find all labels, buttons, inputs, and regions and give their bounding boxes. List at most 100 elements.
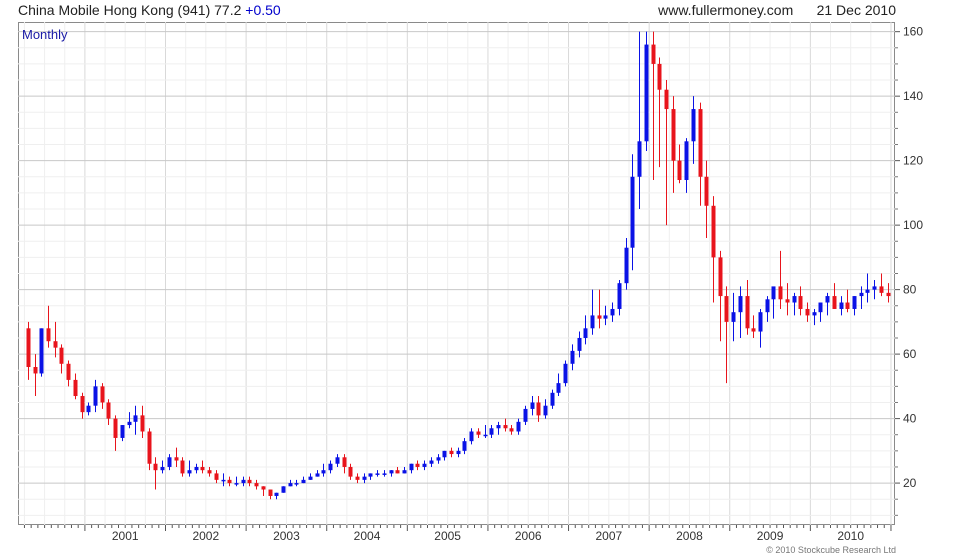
candle-body: [113, 418, 118, 438]
candle: [321, 463, 326, 477]
candle: [852, 296, 857, 316]
candle-body: [100, 386, 105, 403]
candle: [771, 286, 776, 319]
candle-body: [308, 476, 313, 480]
candle-body: [93, 386, 98, 406]
candle-body: [630, 176, 635, 248]
candle: [704, 160, 709, 239]
candle-body: [449, 450, 454, 455]
candle: [758, 308, 763, 348]
candle-body: [718, 257, 723, 297]
candle-body: [818, 302, 823, 313]
x-tick-label: 2006: [515, 529, 542, 543]
candle-body: [798, 296, 803, 309]
candle-body: [456, 450, 461, 455]
candle-body: [677, 160, 682, 180]
candle: [294, 479, 299, 487]
candle-body: [241, 479, 246, 484]
x-tick-label: 2009: [757, 529, 784, 543]
candle: [288, 479, 293, 487]
candle: [489, 425, 494, 438]
candle-body: [335, 457, 340, 464]
candle-body: [698, 109, 703, 177]
candle-body: [543, 405, 548, 416]
candle-body: [792, 296, 797, 303]
x-tick-label: 2005: [434, 529, 461, 543]
candle-body: [247, 479, 252, 484]
candle-body: [644, 44, 649, 142]
candle: [812, 308, 817, 326]
candle-body: [167, 457, 172, 467]
candle-body: [153, 463, 158, 471]
candle-body: [476, 431, 481, 435]
candle-body: [86, 405, 91, 413]
candle-body: [550, 392, 555, 406]
site-link[interactable]: www.fullermoney.com: [658, 2, 794, 18]
candle: [711, 196, 716, 303]
y-tick-label: 60: [903, 347, 917, 361]
candle: [147, 428, 152, 471]
candle-body: [509, 428, 514, 432]
candle-body: [147, 431, 152, 464]
candle: [442, 450, 447, 461]
candle-body: [140, 415, 145, 432]
candle: [677, 144, 682, 184]
candle: [33, 354, 38, 397]
y-tick-label: 20: [903, 476, 917, 490]
candle: [456, 447, 461, 458]
candle: [617, 279, 622, 316]
candle-body: [785, 299, 790, 303]
candle: [194, 463, 199, 474]
candle-body: [530, 402, 535, 409]
x-tick-label: 2001: [112, 529, 139, 543]
candle: [348, 463, 353, 480]
candle-body: [261, 486, 266, 490]
y-tick-label: 120: [903, 154, 923, 168]
chart-header-source: www.fullermoney.com 21 Dec 2010: [658, 0, 896, 22]
candle-body: [651, 44, 656, 64]
candle-body: [389, 470, 394, 474]
candle-body: [617, 283, 622, 309]
candle: [651, 31, 656, 180]
y-tick-label: 80: [903, 283, 917, 297]
candle: [214, 470, 219, 484]
candle: [745, 279, 750, 335]
candle: [765, 296, 770, 322]
candle: [59, 344, 64, 374]
candle-body: [825, 296, 830, 303]
candle: [610, 302, 615, 322]
candle: [825, 292, 830, 316]
axes: 20 40 60 80 100 120 140 160 2001 2002 2003 2004 2005…: [23, 25, 923, 543]
candle-body: [483, 434, 488, 437]
candle: [160, 460, 165, 474]
candle-body: [409, 463, 414, 471]
candle: [751, 315, 756, 338]
candle: [597, 289, 602, 329]
candle: [523, 405, 528, 426]
candle: [536, 396, 541, 422]
candle: [691, 96, 696, 164]
candle-body: [174, 457, 179, 461]
candle: [845, 289, 850, 313]
candle: [335, 454, 340, 467]
candle-body: [422, 463, 427, 467]
candle: [402, 466, 407, 474]
candle: [53, 321, 58, 358]
candle: [865, 273, 870, 303]
candle: [624, 238, 629, 290]
candle-body: [865, 289, 870, 293]
candle-body: [180, 460, 185, 474]
candle-body: [610, 308, 615, 316]
y-tick-label: 140: [903, 89, 923, 103]
candle: [731, 292, 736, 342]
candle: [509, 425, 514, 435]
candle-body: [570, 350, 575, 364]
candle: [583, 315, 588, 345]
candle: [221, 473, 226, 487]
candle: [798, 286, 803, 316]
candle-body: [66, 363, 71, 380]
candle-body: [624, 247, 629, 284]
candle: [86, 402, 91, 416]
candle: [516, 418, 521, 435]
candle: [724, 286, 729, 384]
